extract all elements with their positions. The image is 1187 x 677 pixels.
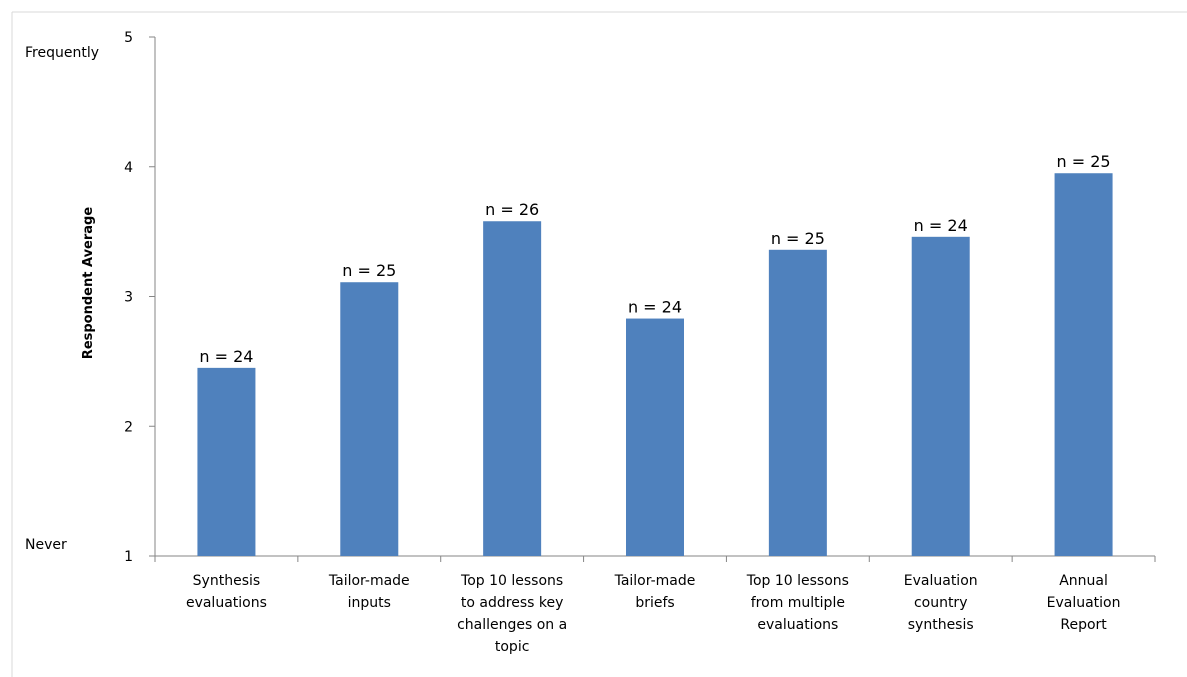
category-label-line: from multiple	[751, 595, 845, 611]
bar-annotation: n = 25	[771, 229, 825, 248]
bar	[626, 318, 684, 556]
category-label: Top 10 lessons from multiple evaluations	[746, 573, 849, 633]
category-label: Annual Evaluation Report	[1047, 573, 1121, 633]
frequently-label: Frequently	[25, 45, 99, 61]
category-label-line: Top 10 lessons	[746, 573, 849, 589]
category-label: Evaluation country synthesis	[904, 573, 978, 633]
chart-frame	[11, 11, 1187, 677]
bar-annotation: n = 24	[914, 216, 968, 235]
category-label-line: evaluations	[186, 595, 267, 611]
category-label-line: Tailor-made	[614, 573, 696, 589]
y-tick-label: 5	[124, 30, 133, 46]
category-label-line: Tailor-made	[328, 573, 410, 589]
bar	[1054, 173, 1113, 557]
category-label-line: topic	[495, 639, 530, 655]
y-axis: 1 2 3 4 5	[124, 30, 156, 565]
category-label: Synthesis evaluations	[186, 573, 267, 611]
category-label-line: briefs	[635, 595, 674, 611]
y-tick-label: 1	[124, 549, 133, 565]
y-tick-label: 4	[124, 160, 133, 176]
bar-annotation: n = 26	[485, 200, 539, 219]
category-label-line: Annual	[1059, 573, 1108, 589]
bar	[483, 221, 542, 556]
category-label-line: synthesis	[908, 617, 974, 633]
category-label-line: Evaluation	[904, 573, 978, 589]
bar	[768, 249, 827, 557]
y-axis-title: Respondent Average	[81, 207, 96, 360]
category-label: Tailor-made inputs	[328, 573, 410, 611]
category-label-line: to address key	[461, 595, 563, 611]
bar-annotation: n = 25	[342, 261, 396, 280]
bar	[911, 236, 970, 556]
bar	[340, 282, 399, 556]
bar-annotation: n = 25	[1057, 152, 1111, 171]
y-tick-label: 3	[124, 290, 133, 306]
x-axis	[154, 555, 1156, 562]
category-label-line: Evaluation	[1047, 595, 1121, 611]
category-label-line: Top 10 lessons	[460, 573, 563, 589]
category-label-line: Report	[1060, 617, 1107, 633]
category-label-line: country	[914, 595, 968, 611]
never-label: Never	[25, 537, 67, 553]
bar-series	[197, 173, 1113, 557]
category-label: Tailor-made briefs	[614, 573, 696, 611]
bar-annotations: n = 24 n = 25 n = 26 n = 24 n = 25 n = 24 n = …	[199, 152, 1110, 366]
category-labels: Synthesis evaluations Tailor-made inputs Top…	[186, 573, 1121, 655]
category-label-line: inputs	[348, 595, 391, 611]
bar-annotation: n = 24	[628, 298, 682, 317]
category-label-line: evaluations	[757, 617, 838, 633]
bar	[197, 367, 256, 556]
category-label: Top 10 lessons to address key challenges o…	[457, 573, 567, 655]
category-label-line: Synthesis	[193, 573, 261, 589]
category-label-line: challenges on a	[457, 617, 567, 633]
bar-annotation: n = 24	[199, 347, 253, 366]
y-tick-label: 2	[124, 419, 133, 435]
